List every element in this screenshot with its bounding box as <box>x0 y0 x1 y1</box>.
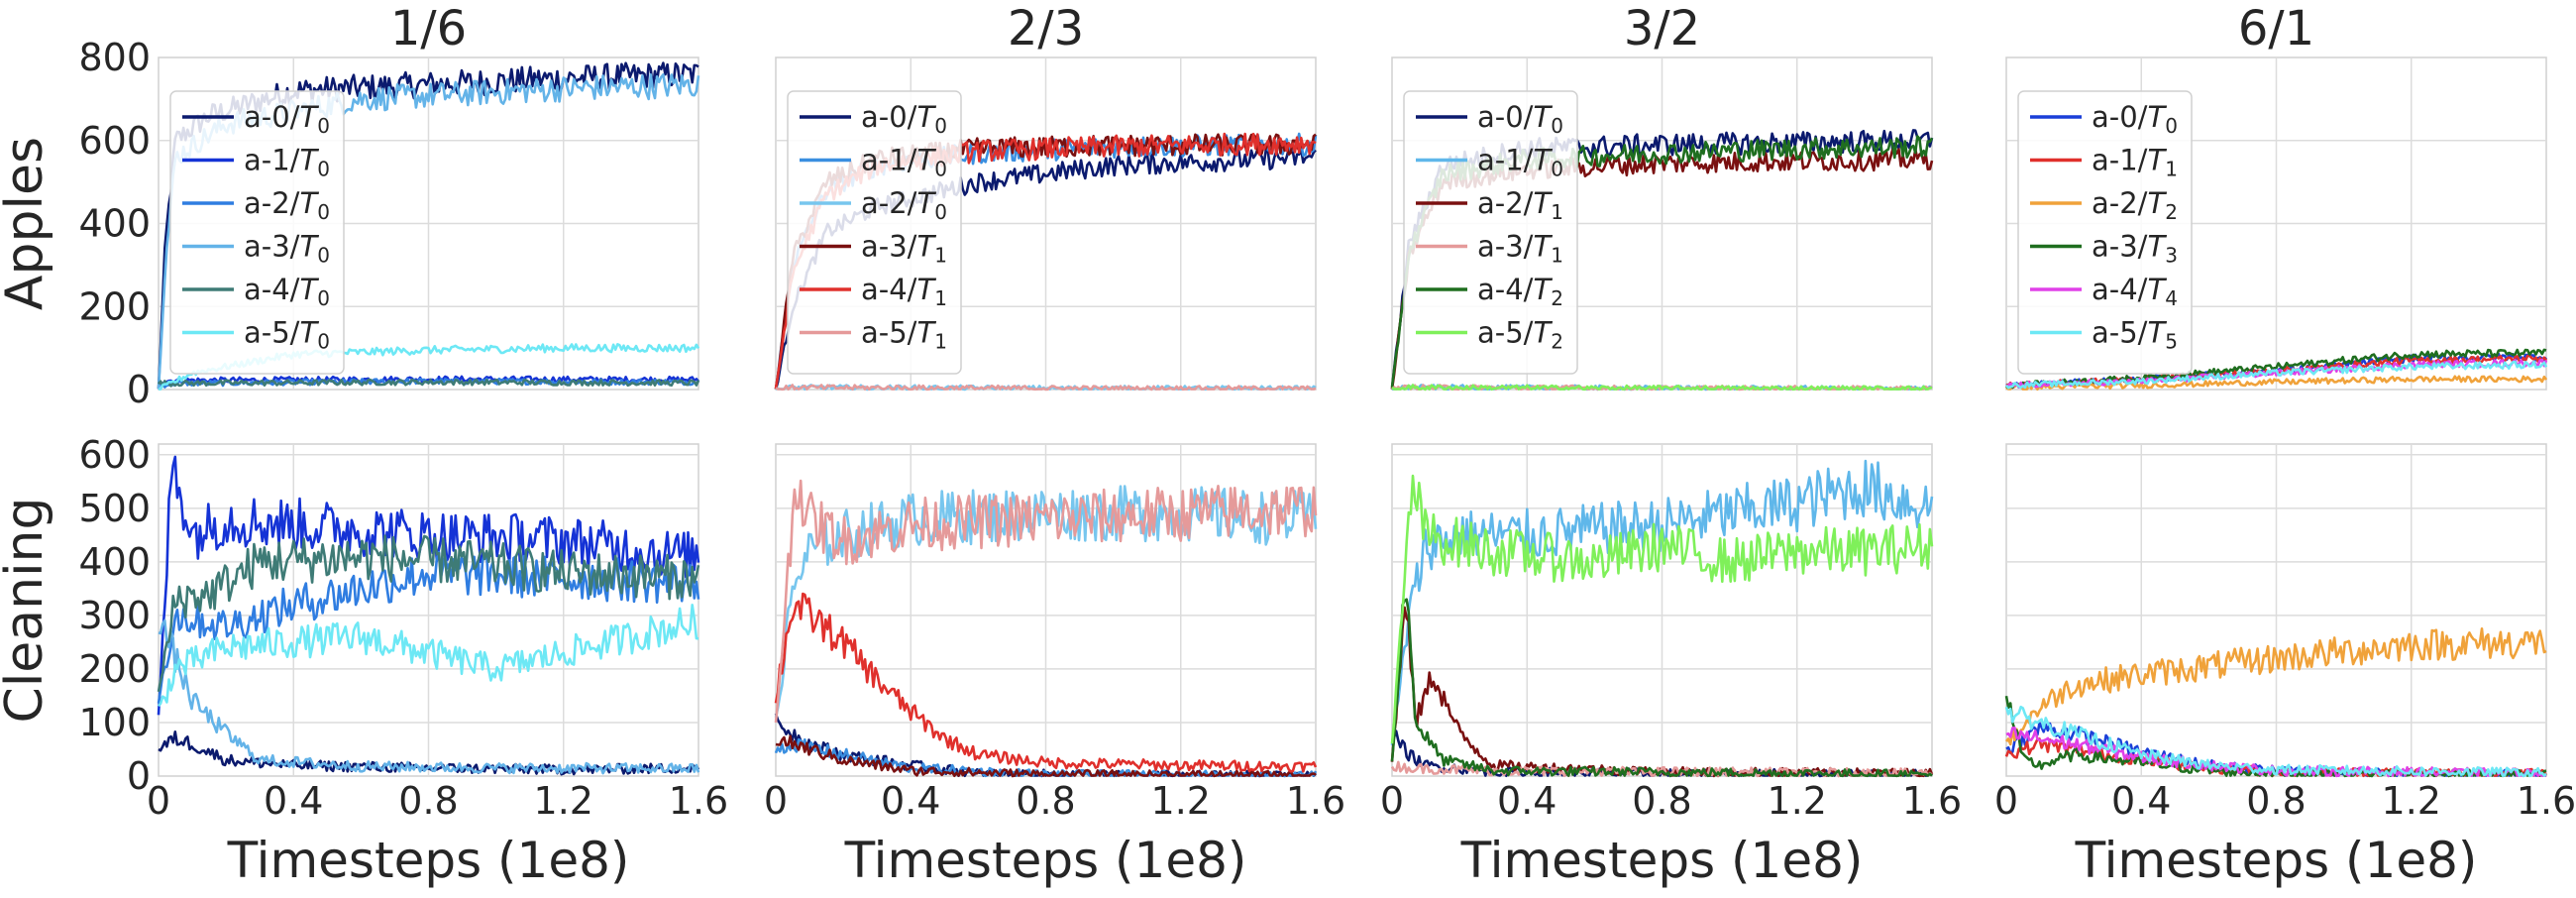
x-tick-label: 1.2 <box>1151 779 1211 823</box>
legend-entry: a-3/T1 <box>1477 230 1563 268</box>
legend: a-0/T0 a-1/T0 a-2/T1 a-3/T1 a-4/T2 a-5/T2 <box>1403 90 1578 375</box>
series-line <box>158 375 699 386</box>
series-line <box>775 734 1317 778</box>
legend-entry: a-1/T0 <box>1477 144 1563 181</box>
series-line <box>1390 598 1933 778</box>
series-line <box>774 485 1318 719</box>
x-tick-label: 0.4 <box>2111 779 2171 823</box>
series-line <box>2005 360 2548 390</box>
y-tick-label: 300 <box>78 594 151 637</box>
legend-entry: a-5/T0 <box>244 316 330 354</box>
y-axis-label: Cleaning <box>0 498 54 724</box>
legend-entry: a-2/T0 <box>861 186 947 224</box>
y-tick-label: 800 <box>78 36 151 79</box>
y-tick-label: 0 <box>127 754 151 798</box>
legend-entry: a-2/T1 <box>1477 186 1563 224</box>
legend-entry: a-4/T2 <box>1477 273 1563 310</box>
y-tick-label: 500 <box>78 487 151 530</box>
x-tick-label: 1.6 <box>1286 779 1345 823</box>
legend-entry: a-2/T2 <box>2092 186 2178 224</box>
legend-entry: a-3/T3 <box>2092 230 2178 268</box>
x-tick-label: 1.6 <box>669 779 728 823</box>
x-tick-label: 0.8 <box>1016 779 1075 823</box>
x-tick-label: 0.4 <box>881 779 940 823</box>
panel-cleaning-3/2: 0 0.4 0.8 1.2 1.6 Timesteps (1e8) <box>1380 443 1962 889</box>
panel-apples-2/3: 2/3 a-0/T0 a-1/T0 a-2/T0 a-3/T1 a-4/T1 a-5/T1 <box>774 1 1318 392</box>
x-tick-label: 0 <box>1380 779 1404 823</box>
series-line <box>157 378 700 388</box>
legend-entry: a-1/T0 <box>244 144 330 181</box>
series-line <box>1390 474 1934 744</box>
y-tick-label: 600 <box>78 119 151 163</box>
legend-entry: a-3/T1 <box>861 230 947 268</box>
series-line <box>1391 384 1933 392</box>
legend-entry: a-5/T5 <box>2092 316 2178 354</box>
legend-entry: a-0/T0 <box>1477 100 1563 138</box>
panel-cleaning-1/6: Cleaning 0 100 200 300 400 500 600 0 0.4 0.8 1.2 1.6… <box>0 433 728 889</box>
x-tick-label: 0 <box>1994 779 2018 823</box>
panel-title: 2/3 <box>1008 1 1084 56</box>
x-tick-label: 1.6 <box>2517 779 2576 823</box>
legend-entry: a-0/T0 <box>2092 100 2178 138</box>
panel-apples-6/1: 6/1 a-0/T0 a-1/T1 a-2/T2 a-3/T3 a-4/T4 a-5/T5 <box>2005 1 2548 392</box>
x-tick-label: 0.4 <box>264 779 323 823</box>
y-tick-label: 100 <box>78 701 151 744</box>
series-line <box>2005 375 2548 392</box>
x-tick-label: 0.8 <box>2246 779 2306 823</box>
legend-entry: a-0/T0 <box>244 100 330 138</box>
panel-apples-3/2: 3/2 a-0/T0 a-1/T0 a-2/T1 a-3/T1 a-4/T2 a-5/T2 <box>1390 1 1934 392</box>
x-tick-label: 0.8 <box>398 779 458 823</box>
panel-cleaning-6/1: 0 0.4 0.8 1.2 1.6 Timesteps (1e8) <box>1994 443 2576 889</box>
y-tick-label: 400 <box>78 202 151 246</box>
x-tick-label: 1.2 <box>534 779 593 823</box>
series-line <box>2004 705 2547 778</box>
x-axis-label: Timesteps (1e8) <box>2075 832 2478 889</box>
legend-entry: a-3/T0 <box>244 230 330 268</box>
legend: a-0/T0 a-1/T0 a-2/T0 a-3/T1 a-4/T1 a-5/T1 <box>787 90 962 375</box>
y-tick-label: 600 <box>78 433 151 477</box>
legend: a-0/T0 a-1/T1 a-2/T2 a-3/T3 a-4/T4 a-5/T5 <box>2017 90 2193 375</box>
x-tick-label: 1.2 <box>2382 779 2441 823</box>
panel-title: 6/1 <box>2238 1 2314 56</box>
y-tick-label: 200 <box>78 284 151 328</box>
legend-entry: a-1/T0 <box>861 144 947 181</box>
legend-entry: a-4/T1 <box>861 273 947 310</box>
y-tick-label: 0 <box>127 368 151 411</box>
panel-title: 3/2 <box>1624 1 1700 56</box>
x-axis-label: Timesteps (1e8) <box>227 832 630 889</box>
y-axis-label: Apples <box>0 137 54 310</box>
series-line <box>157 455 700 716</box>
panel-title: 1/6 <box>390 1 467 56</box>
legend-entry: a-4/T0 <box>244 273 330 310</box>
series-line <box>157 534 700 693</box>
series-line <box>774 479 1318 724</box>
legend: a-0/T0 a-1/T0 a-2/T0 a-3/T0 a-4/T0 a-5/T0 <box>169 90 345 375</box>
series-line <box>774 592 1318 773</box>
y-tick-label: 200 <box>78 647 151 691</box>
x-tick-label: 0 <box>764 779 788 823</box>
series-line <box>2004 627 2547 746</box>
x-tick-label: 1.2 <box>1768 779 1827 823</box>
x-axis-label: Timesteps (1e8) <box>1460 832 1864 889</box>
legend-entry: a-2/T0 <box>244 186 330 224</box>
legend-entry: a-5/T1 <box>861 316 947 354</box>
x-tick-label: 0.4 <box>1497 779 1556 823</box>
legend-entry: a-0/T0 <box>861 100 947 138</box>
panel-apples-1/6: 1/6 Apples 0 200 400 600 800 a-0/T0 a-1/T0 a-2/T0… <box>0 1 700 411</box>
x-tick-label: 0.8 <box>1632 779 1691 823</box>
series-line <box>1390 459 1934 746</box>
legend-entry: a-1/T1 <box>2092 144 2178 181</box>
x-tick-label: 0 <box>147 779 170 823</box>
series-line <box>158 618 700 775</box>
legend-entry: a-4/T4 <box>2092 273 2178 310</box>
x-axis-label: Timesteps (1e8) <box>844 832 1247 889</box>
y-tick-label: 400 <box>78 540 151 584</box>
series-line <box>775 384 1317 392</box>
legend-entry: a-5/T2 <box>1477 316 1563 354</box>
x-tick-label: 1.6 <box>1902 779 1962 823</box>
series-line <box>157 604 699 708</box>
panel-cleaning-2/3: 0 0.4 0.8 1.2 1.6 Timesteps (1e8) <box>764 443 1345 889</box>
